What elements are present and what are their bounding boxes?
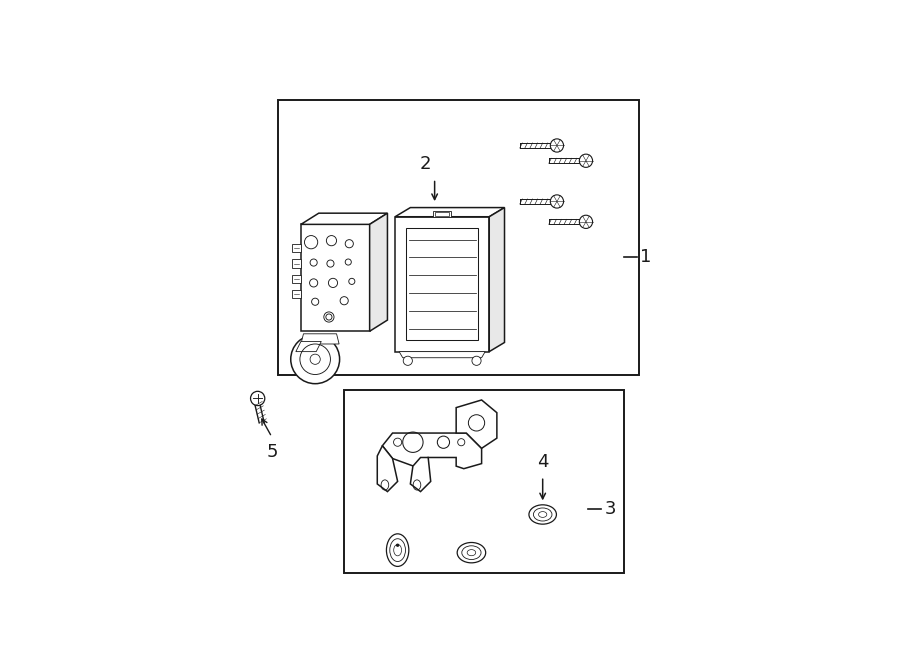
Circle shape xyxy=(580,215,592,229)
Text: 4: 4 xyxy=(537,453,548,471)
Ellipse shape xyxy=(457,543,486,563)
Polygon shape xyxy=(292,275,301,283)
Circle shape xyxy=(250,391,265,406)
Polygon shape xyxy=(301,214,387,224)
Polygon shape xyxy=(301,224,370,331)
Circle shape xyxy=(291,335,339,383)
Circle shape xyxy=(472,356,482,366)
Polygon shape xyxy=(400,352,485,358)
Ellipse shape xyxy=(386,534,409,566)
Ellipse shape xyxy=(529,505,556,524)
Polygon shape xyxy=(292,260,301,268)
Polygon shape xyxy=(301,334,339,344)
Circle shape xyxy=(550,195,563,208)
Polygon shape xyxy=(370,214,387,331)
Text: 2: 2 xyxy=(419,155,431,173)
Polygon shape xyxy=(292,244,301,253)
Circle shape xyxy=(403,356,412,366)
Text: 3: 3 xyxy=(605,500,617,518)
Polygon shape xyxy=(410,457,431,492)
Polygon shape xyxy=(382,433,482,469)
Polygon shape xyxy=(377,446,398,492)
Circle shape xyxy=(550,139,563,152)
Circle shape xyxy=(580,154,592,167)
Polygon shape xyxy=(395,208,505,217)
Polygon shape xyxy=(456,400,497,448)
Circle shape xyxy=(396,543,400,547)
Text: 1: 1 xyxy=(641,249,652,266)
Text: 5: 5 xyxy=(266,444,278,461)
Polygon shape xyxy=(433,211,451,217)
Polygon shape xyxy=(395,217,490,352)
Polygon shape xyxy=(490,208,505,352)
Polygon shape xyxy=(292,290,301,298)
Polygon shape xyxy=(296,342,321,352)
